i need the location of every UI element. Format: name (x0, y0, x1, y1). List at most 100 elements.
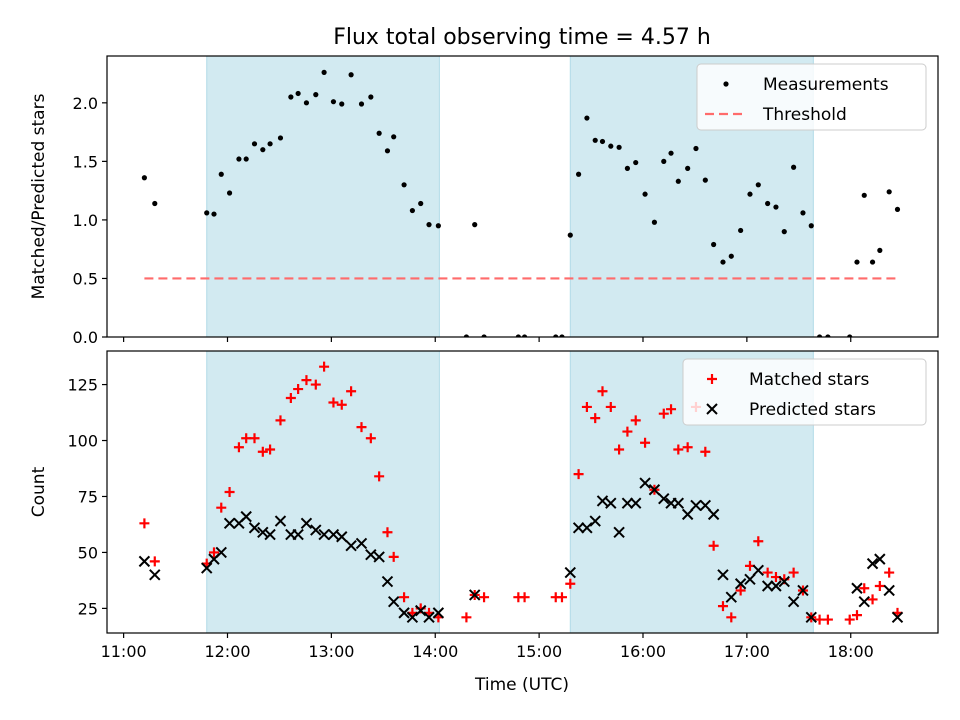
point-measurements (616, 144, 622, 150)
point-predicted-stars (596, 495, 609, 507)
point-predicted-stars (149, 569, 161, 581)
point-predicted-stars (648, 484, 661, 496)
point-predicted-stars (381, 575, 394, 588)
y-tick-label: 1.5 (73, 152, 98, 171)
point-matched-stars (565, 578, 576, 589)
point-measurements (825, 334, 831, 337)
point-predicted-stars (432, 607, 445, 619)
point-measurements (738, 227, 744, 234)
point-measurements (599, 138, 606, 145)
point-measurements (781, 229, 787, 235)
point-predicted-stars (327, 528, 340, 541)
point-measurements (152, 200, 158, 207)
point-predicted-stars (639, 477, 651, 489)
point-predicted-stars (387, 595, 400, 608)
point-predicted-stars (345, 540, 357, 552)
y-tick-label: 2.0 (73, 94, 98, 113)
point-matched-stars (614, 444, 625, 455)
legend-label-predicted-stars: Predicted stars (749, 400, 876, 420)
point-predicted-stars (300, 517, 313, 530)
legend-marker-predicted-stars (706, 403, 718, 415)
point-measurements (854, 259, 860, 265)
point-measurements (651, 219, 658, 225)
point-predicted-stars (744, 573, 756, 585)
x-tick-label: 12:00 (204, 642, 250, 661)
point-predicted-stars (734, 578, 747, 590)
plot-area (141, 69, 901, 337)
point-measurements (816, 334, 823, 337)
y-tick-label: 100 (67, 432, 98, 451)
point-matched-stars (597, 386, 608, 397)
point-matched-stars (285, 393, 296, 403)
point-matched-stars (208, 547, 219, 558)
point-measurements (426, 222, 432, 228)
legend: Measurements Threshold (696, 63, 927, 131)
point-matched-stars (717, 601, 728, 612)
point-measurements (368, 94, 374, 100)
count-panel: 25 50 75 100 125 11:00 12:00 13:00 14:00 15:00 16:… (29, 350, 939, 661)
point-measurements (685, 165, 691, 171)
point-measurements (260, 147, 266, 153)
point-measurements (592, 137, 598, 143)
point-measurements (435, 223, 441, 229)
point-predicted-stars (761, 580, 774, 592)
point-predicted-stars (414, 604, 427, 617)
x-tick-label: 13:00 (308, 642, 354, 661)
point-measurements (251, 141, 258, 147)
point-measurements (218, 171, 224, 177)
point-measurements (463, 334, 470, 337)
point-predicted-stars (787, 595, 800, 608)
point-predicted-stars (883, 584, 895, 597)
point-matched-stars (605, 401, 616, 412)
point-matched-stars (301, 375, 312, 386)
point-matched-stars (851, 610, 862, 621)
point-matched-stars (257, 446, 268, 457)
point-matched-stars (844, 614, 855, 625)
shaded-interval-1 (206, 55, 440, 338)
point-predicted-stars (707, 508, 720, 521)
point-measurements (711, 241, 717, 248)
x-tick-label: 16:00 (620, 642, 666, 661)
point-measurements (800, 210, 806, 216)
point-matched-stars (867, 594, 878, 605)
point-predicted-stars (274, 515, 287, 527)
point-measurements (584, 115, 590, 121)
point-predicted-stars (797, 584, 809, 597)
legend-label-matched-stars: Matched stars (749, 370, 869, 390)
point-measurements (358, 101, 365, 107)
y-tick-label: 50 (78, 543, 98, 562)
point-measurements (702, 177, 708, 183)
point-matched-stars (874, 581, 885, 591)
point-predicted-stars (770, 580, 782, 592)
point-matched-stars (346, 386, 357, 397)
point-measurements (773, 204, 779, 210)
point-measurements (376, 130, 382, 136)
point-measurements (236, 156, 242, 162)
point-predicted-stars (240, 510, 252, 523)
point-predicted-stars (699, 499, 712, 512)
point-predicted-stars (725, 591, 737, 603)
point-predicted-stars (717, 569, 729, 581)
point-predicted-stars (621, 497, 634, 509)
point-matched-stars (884, 567, 895, 578)
point-measurements (226, 190, 233, 196)
point-measurements (808, 223, 814, 229)
point-measurements (567, 232, 573, 238)
point-measurements (277, 135, 284, 141)
point-predicted-stars (469, 589, 481, 601)
point-predicted-stars (264, 528, 276, 541)
point-predicted-stars (398, 607, 410, 619)
point-matched-stars (666, 404, 677, 415)
x-tick-label: 15:00 (516, 642, 562, 661)
point-predicted-stars (690, 499, 702, 512)
point-measurements (330, 99, 337, 105)
ratio-panel: 0.0 0.5 1.0 1.5 2.0 Matched/Predicted stars Me… (29, 55, 939, 347)
point-matched-stars (581, 401, 592, 412)
point-matched-stars (479, 592, 490, 603)
point-measurements (633, 159, 639, 166)
x-tick-label: 17:00 (724, 642, 770, 661)
point-predicted-stars (672, 497, 685, 509)
point-measurements (472, 222, 478, 228)
point-measurements (847, 334, 853, 337)
point-matched-stars (822, 614, 833, 625)
